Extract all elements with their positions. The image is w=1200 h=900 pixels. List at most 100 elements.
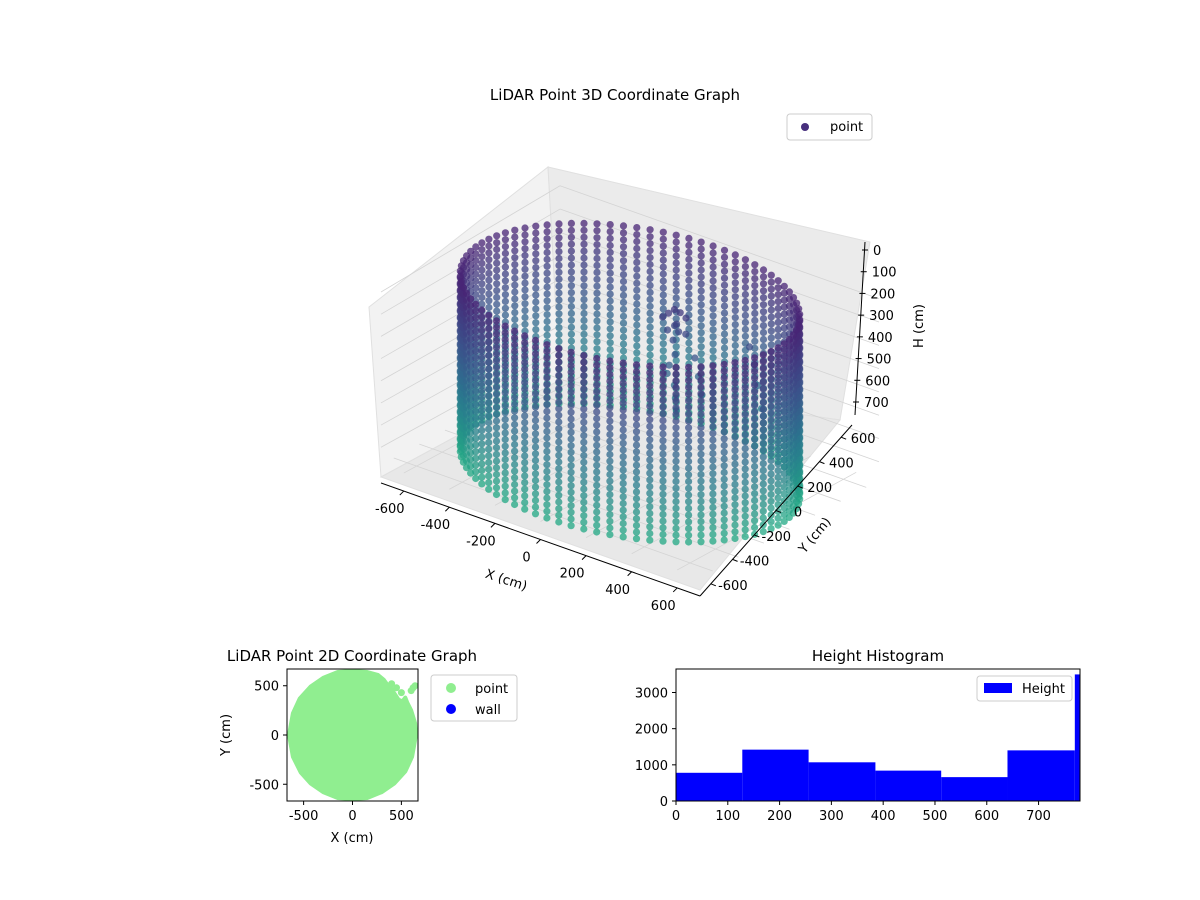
chart-3d-point [697,287,705,295]
chart-3d-point [720,408,728,416]
chart-3d-point [659,370,667,378]
chart-3d-point [593,381,601,389]
chart-3d-point [472,334,480,342]
chart-3d-point [478,293,486,302]
chart-3d-point [731,293,739,301]
chart-3d-point [478,273,486,281]
chart-3d-point [659,410,667,418]
chart-3d-point [672,294,680,302]
chart-3d-point [472,381,480,389]
chart-3d-point [511,302,519,310]
chart-3d-point [521,313,529,322]
chart-3d-point [685,276,693,284]
chart-3d-point [789,331,798,339]
chart-3d-point [720,509,728,517]
chart-3d-point [697,238,705,246]
chart-3d-point [731,420,739,428]
chart-3d-point [633,231,641,239]
chart-3d-point [697,430,705,438]
chart-3d-point [672,424,680,432]
chart-3d-point [709,497,717,505]
chart-3d-point [646,260,654,269]
chart-3d-point [682,314,690,322]
histogram-bar [676,772,743,801]
chart-3d-point [659,313,667,321]
chart-3d-point [555,405,563,413]
chart-3d-point [767,518,775,526]
chart-3d-point [478,426,486,434]
chart-3d-point [697,538,705,546]
chart-3d-point [521,352,529,360]
chart-3d-point [685,390,693,398]
chart-3d-point [646,233,654,241]
chart-3d-point [751,295,759,304]
chart-3d-gridline-y [419,443,739,558]
chart-3d-point [741,270,750,278]
chart-3d-point [741,397,749,405]
chart-3d-point [672,231,680,239]
chart-3d-point [593,331,601,339]
chart-3d-point [632,374,641,382]
chart-3d-point [567,289,576,297]
chart-3d-point [567,428,575,436]
histogram-x-tick-label: 400 [871,809,896,824]
chart-3d-point [593,368,601,376]
chart-3d-point [492,470,501,479]
chart-3d-point [774,453,782,461]
chart-3d-point [697,396,705,405]
chart-3d-point [720,274,729,282]
chart-3d-point [672,315,680,323]
chart-3d-point [567,247,576,255]
chart-3d-point [741,256,750,264]
chart-3d-point [619,493,627,501]
chart-3d-point [567,316,576,324]
chart-3d-point [759,487,767,495]
chart-3d-point [759,419,767,427]
chart-3d-point [720,360,728,369]
chart-3d-point [633,224,641,232]
chart-3d-point [492,450,501,458]
histogram-bar [875,770,942,801]
chart-3d-point [510,380,519,389]
chart-3d-point [659,463,667,472]
chart-3d-point [619,426,627,434]
chart-3d-point [593,220,601,228]
chart-3d-point [472,434,480,442]
chart-3d-point [485,303,493,312]
chart-3d-point [485,262,493,271]
chart-3d-point [501,291,509,299]
chart-3d-point [685,471,693,479]
chart-3d-point [521,432,529,440]
chart-3d-point [664,309,673,317]
chart-3d-point [532,319,540,327]
chart-3d-point [672,504,680,512]
chart-3d-point [759,358,767,366]
chart-3d-point [543,331,551,339]
chart-3d-point [501,389,509,397]
chart-3d-point [478,259,486,267]
chart-3d-point [659,517,667,525]
chart-3d-point [720,323,729,331]
chart-3d-point [543,421,551,429]
chart-3d-point [774,439,782,447]
chart-3d-point [731,521,739,529]
chart-3d-point [697,322,705,330]
chart-3d-point [555,345,563,353]
chart-3d-point [580,472,588,480]
chart-3d-point [697,252,705,260]
chart-3d-point [759,528,767,536]
chart-3d-point [532,277,540,285]
chart-3d-legend-box [786,113,873,141]
chart-3d-point [774,378,782,386]
chart-3d-point [555,275,563,283]
chart-3d-point [485,297,493,305]
chart-3d-point [485,325,493,333]
chart-3d-point [767,320,775,328]
chart-3d-point [580,282,588,290]
chart-3d-point [731,251,739,259]
chart-3d-point [580,309,588,318]
chart-3d-point [709,319,717,327]
chart-3d-point [593,241,601,249]
chart-3d-point [741,404,749,412]
chart-3d-point [731,528,739,536]
